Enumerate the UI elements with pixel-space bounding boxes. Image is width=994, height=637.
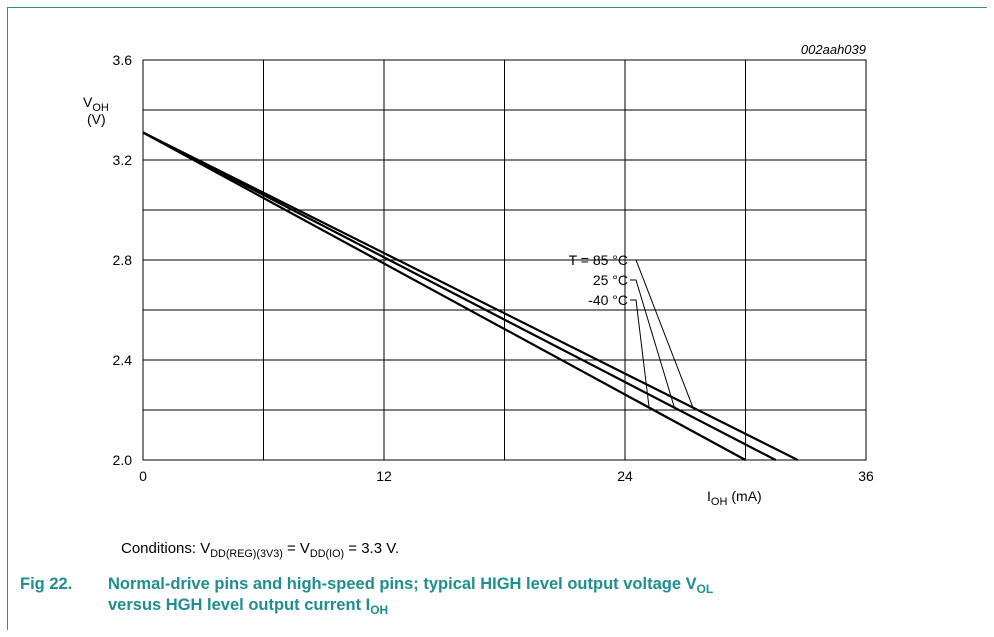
x-axis-label: IOH (mA) — [707, 488, 762, 508]
x-tick-label: 24 — [617, 468, 633, 484]
series-lines — [142, 131, 799, 461]
y-tick-labels: 2.0 2.4 2.8 3.2 3.6 — [113, 52, 133, 468]
series-line — [142, 131, 777, 461]
plot-area — [142, 59, 867, 461]
y-tick-label: 3.2 — [113, 152, 133, 168]
legend-label: T = 85 °C — [569, 252, 628, 268]
figure-caption: Fig 22. Normal-drive pins and high-speed … — [20, 575, 714, 618]
legend-leader-line — [630, 259, 694, 408]
legend-leader-line — [630, 299, 650, 408]
y-tick-label: 2.8 — [113, 252, 133, 268]
x-tick-labels: 0 12 24 36 — [139, 468, 874, 484]
vout-chart: 2.0 2.4 2.8 3.2 3.6 0 12 24 36 T = 85 °C 25 °C -4… — [83, 42, 874, 508]
figure-frame — [7, 7, 987, 630]
legend-label: 25 °C — [593, 272, 628, 288]
x-tick-label: 12 — [376, 468, 392, 484]
legend-annotations: T = 85 °C 25 °C -40 °C — [569, 252, 694, 408]
x-tick-label: 0 — [139, 468, 147, 484]
series-line — [142, 131, 747, 461]
grid — [143, 60, 866, 460]
legend-label: -40 °C — [588, 292, 628, 308]
y-axis-label: VOH — [83, 94, 109, 114]
y-tick-label: 2.0 — [113, 452, 133, 468]
y-tick-label: 2.4 — [113, 352, 133, 368]
conditions-note: Conditions: VDD(REG)(3V3) = VDD(IO) = 3.… — [121, 540, 400, 560]
figure-number: Fig 22. — [20, 575, 73, 593]
y-axis-unit: (V) — [87, 111, 106, 127]
figure-id: 002aah039 — [801, 42, 866, 57]
series-line — [142, 131, 799, 461]
legend-leader-line — [630, 279, 675, 408]
y-tick-label: 3.6 — [113, 52, 133, 68]
x-tick-label: 36 — [858, 468, 874, 484]
